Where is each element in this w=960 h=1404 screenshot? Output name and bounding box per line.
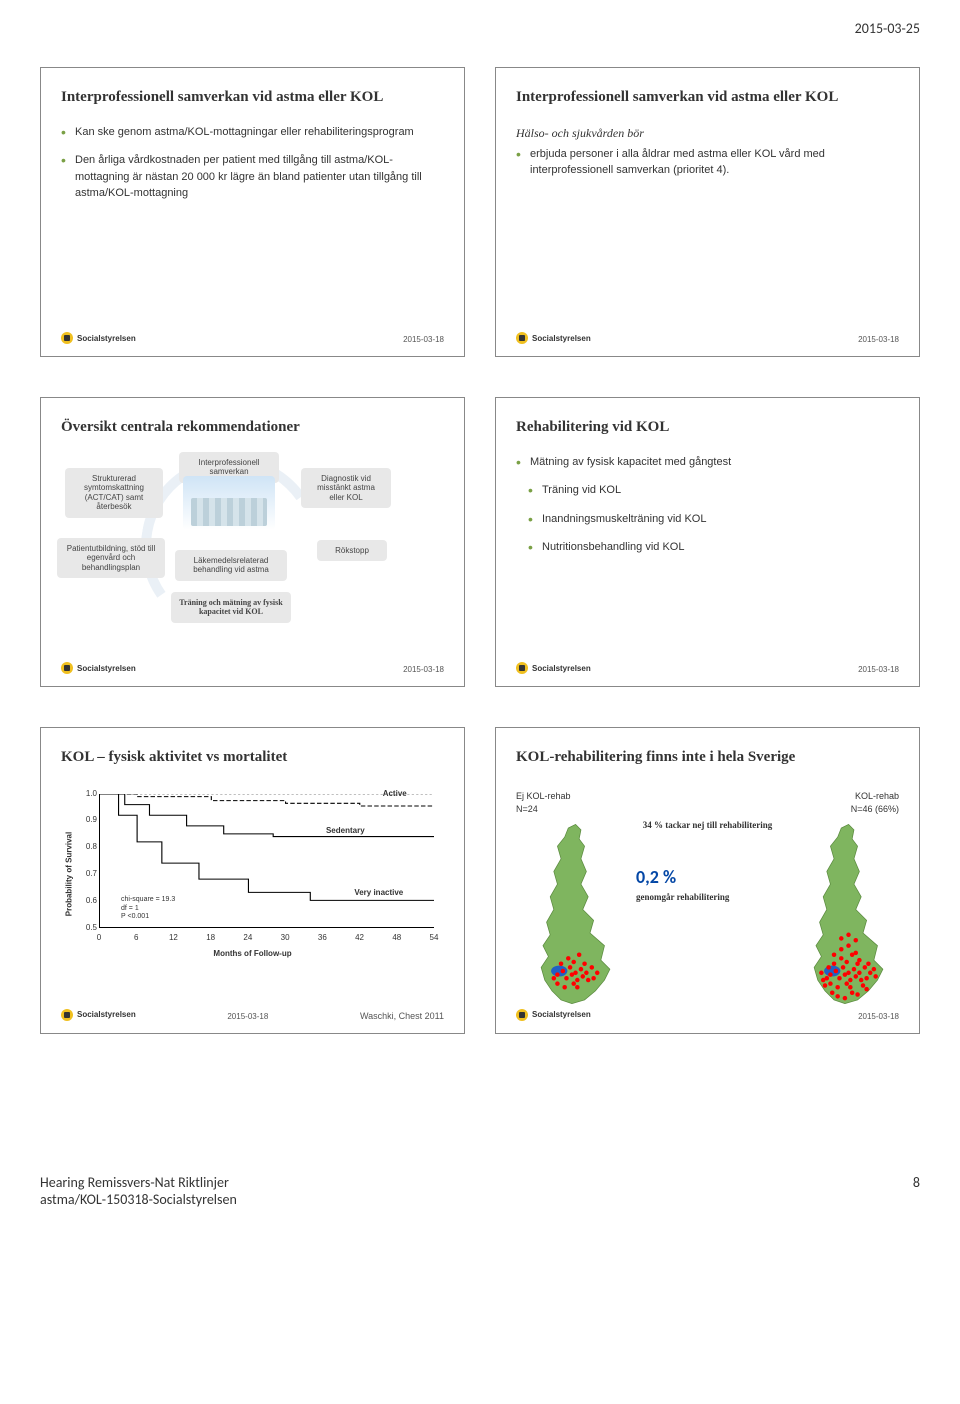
slide-3: Översikt centrala rekommendationer Inter…	[40, 397, 465, 687]
node-rokstopp: Rökstopp	[317, 540, 387, 562]
slide-date: 2015-03-18	[403, 335, 444, 344]
slide-footer: Socialstyrelsen 2015-03-18 Waschki, Ches…	[61, 1009, 444, 1021]
logo: Socialstyrelsen	[61, 332, 136, 344]
slide4-bullet: Mätning av fysisk kapacitet med gångtest	[516, 454, 899, 471]
logo-icon	[61, 1009, 73, 1021]
chart-xlabel: Months of Follow-up	[213, 948, 291, 960]
map-left-label1: Ej KOL-rehab	[516, 790, 571, 804]
slide4-bullet: Träning vid KOL	[516, 482, 899, 499]
logo-icon	[61, 662, 73, 674]
slide-date: 2015-03-18	[858, 335, 899, 344]
slide4-bullet: Inandningsmuskelträning vid KOL	[516, 511, 899, 528]
page-date: 2015-03-25	[40, 20, 920, 37]
slide-footer: Socialstyrelsen 2015-03-18	[516, 332, 899, 344]
slide-date: 2015-03-18	[403, 665, 444, 674]
logo: Socialstyrelsen	[516, 662, 591, 674]
slide-5: KOL – fysisk aktivitet vs mortalitet Pro…	[40, 727, 465, 1034]
map-center-text: 34 % tackar nej till rehabilitering 0,2 …	[632, 790, 783, 905]
survival-chart: Probability of Survival Months of Follow…	[61, 784, 444, 964]
sweden-map-right	[789, 819, 899, 1009]
node-patientutb: Patientutbildning, stöd till egenvård oc…	[57, 538, 165, 579]
slide1-bullet: Kan ske genom astma/KOL-mottagningar ell…	[61, 124, 444, 141]
chart-ylabel: Probability of Survival	[63, 831, 75, 915]
logo: Socialstyrelsen	[61, 662, 136, 674]
slide3-title: Översikt centrala rekommendationer	[61, 418, 444, 438]
logo-icon	[61, 332, 73, 344]
maps-row: Ej KOL-rehab N=24 34 % tackar nej till r…	[516, 790, 899, 1009]
node-diagnostik: Diagnostik vid misstänkt astma eller KOL	[301, 468, 391, 509]
sweden-map-left	[516, 819, 626, 1009]
node-image	[183, 476, 275, 530]
slide4-body: Mätning av fysisk kapacitet med gångtest…	[516, 454, 899, 663]
slide-footer: Socialstyrelsen 2015-03-18	[61, 332, 444, 344]
slide4-bullet: Nutritionsbehandling vid KOL	[516, 539, 899, 556]
cycle-diagram: Interprofessionell samverkan Diagnostik …	[61, 454, 444, 644]
slide-4: Rehabilitering vid KOL Mätning av fysisk…	[495, 397, 920, 687]
logo-icon	[516, 662, 528, 674]
map-left-label2: N=24	[516, 803, 571, 817]
big-pct: 0,2 %	[636, 864, 779, 891]
slide5-body: Probability of Survival Months of Follow…	[61, 784, 444, 1009]
slide-2: Interprofessionell samverkan vid astma e…	[495, 67, 920, 357]
node-strukturerad: Strukturerad symtomskattning (ACT/CAT) s…	[65, 468, 163, 518]
logo: Socialstyrelsen	[516, 332, 591, 344]
footer-left: Hearing Remissvers-Nat Riktlinjer astma/…	[40, 1174, 237, 1208]
slide3-body: Interprofessionell samverkan Diagnostik …	[61, 454, 444, 663]
slide-footer: Socialstyrelsen 2015-03-18	[61, 662, 444, 674]
map-right-col: KOL-rehab N=46 (66%)	[789, 790, 899, 1009]
footer-page-number: 8	[913, 1174, 920, 1208]
logo-icon	[516, 1009, 528, 1021]
slide-date: 2015-03-18	[858, 1012, 899, 1021]
node-lakemedel: Läkemedelsrelaterad behandling vid astma	[175, 550, 287, 581]
slides-grid: Interprofessionell samverkan vid astma e…	[40, 67, 920, 1034]
slide1-bullet: Den årliga vårdkostnaden per patient med…	[61, 152, 444, 202]
slide1-body: Kan ske genom astma/KOL-mottagningar ell…	[61, 124, 444, 333]
slide2-bullet: erbjuda personer i alla åldrar med astma…	[516, 146, 899, 179]
page-footer: Hearing Remissvers-Nat Riktlinjer astma/…	[40, 1174, 920, 1208]
slide-date: 2015-03-18	[858, 665, 899, 674]
slide4-title: Rehabilitering vid KOL	[516, 418, 899, 438]
slide-footer: Socialstyrelsen 2015-03-18	[516, 1009, 899, 1021]
map-left-col: Ej KOL-rehab N=24	[516, 790, 626, 1009]
slide-6: KOL-rehabilitering finns inte i hela Sve…	[495, 727, 920, 1034]
big-sub: genomgår rehabilitering	[636, 891, 779, 905]
map-right-label1: KOL-rehab	[851, 790, 899, 804]
logo-icon	[516, 332, 528, 344]
slide2-title: Interprofessionell samverkan vid astma e…	[516, 88, 899, 108]
slide6-title: KOL-rehabilitering finns inte i hela Sve…	[516, 748, 899, 768]
slide5-title: KOL – fysisk aktivitet vs mortalitet	[61, 748, 444, 768]
slide1-title: Interprofessionell samverkan vid astma e…	[61, 88, 444, 108]
node-traning: Träning och mätning av fysisk kapacitet …	[171, 592, 291, 623]
map-right-label2: N=46 (66%)	[851, 803, 899, 817]
logo: Socialstyrelsen	[61, 1009, 136, 1021]
slide2-body: Hälso- och sjukvården bör erbjuda person…	[516, 124, 899, 333]
chart-citation: Waschki, Chest 2011	[360, 1011, 444, 1021]
slide-date: 2015-03-18	[227, 1012, 268, 1021]
callout-34pct: 34 % tackar nej till rehabilitering	[636, 820, 779, 831]
slide2-subheading: Hälso- och sjukvården bör	[516, 124, 899, 142]
slide6-body: Ej KOL-rehab N=24 34 % tackar nej till r…	[516, 784, 899, 1009]
slide-footer: Socialstyrelsen 2015-03-18	[516, 662, 899, 674]
slide-1: Interprofessionell samverkan vid astma e…	[40, 67, 465, 357]
logo: Socialstyrelsen	[516, 1009, 591, 1021]
